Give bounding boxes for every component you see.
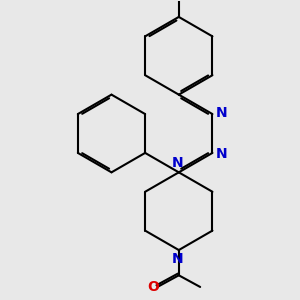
Text: N: N — [172, 156, 184, 170]
Text: N: N — [215, 148, 227, 161]
Text: N: N — [215, 106, 227, 119]
Text: O: O — [147, 280, 159, 294]
Text: N: N — [172, 252, 184, 266]
